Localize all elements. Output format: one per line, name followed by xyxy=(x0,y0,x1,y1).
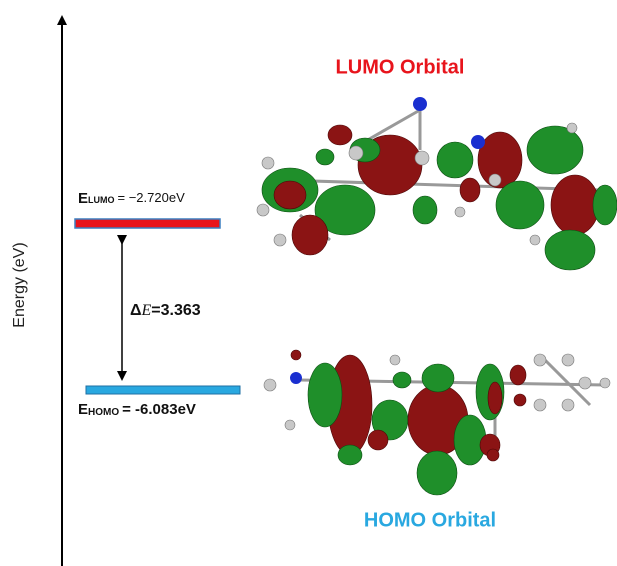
subscript: LUMO xyxy=(88,195,115,205)
homo-energy: EHOMO= -6.083eV xyxy=(78,401,196,418)
gap-label: ΔE=3.363 xyxy=(130,302,201,320)
symbol: Δ xyxy=(130,302,142,319)
variable: E xyxy=(141,302,152,319)
value: = −2.720eV xyxy=(118,190,186,205)
homo-title: HOMO Orbital xyxy=(364,509,496,531)
value: =3.363 xyxy=(151,302,200,319)
subscript: HOMO xyxy=(88,407,119,418)
value: = -6.083eV xyxy=(122,401,196,418)
lumo-orbital xyxy=(257,97,617,270)
lumo-energy: ELUMO= −2.720eV xyxy=(78,190,185,207)
symbol: E xyxy=(78,401,88,418)
energy-diagram: Energy (eV) ELUMO= −2.720eV EHOMO= -6.08… xyxy=(0,0,617,566)
symbol: E xyxy=(78,190,88,207)
homo-orbital xyxy=(264,350,610,495)
lumo-title: LUMO Orbital xyxy=(336,56,465,78)
axis-label: Energy (eV) xyxy=(11,242,28,327)
homo-level xyxy=(86,386,240,394)
lumo-level xyxy=(75,219,220,228)
